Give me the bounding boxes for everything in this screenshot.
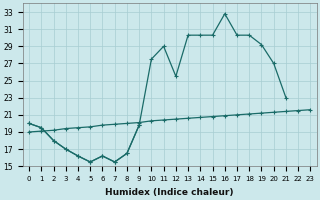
X-axis label: Humidex (Indice chaleur): Humidex (Indice chaleur) [106,188,234,197]
